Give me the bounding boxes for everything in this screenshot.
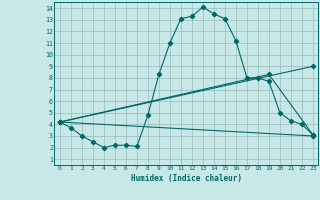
X-axis label: Humidex (Indice chaleur): Humidex (Indice chaleur) [131,174,242,183]
